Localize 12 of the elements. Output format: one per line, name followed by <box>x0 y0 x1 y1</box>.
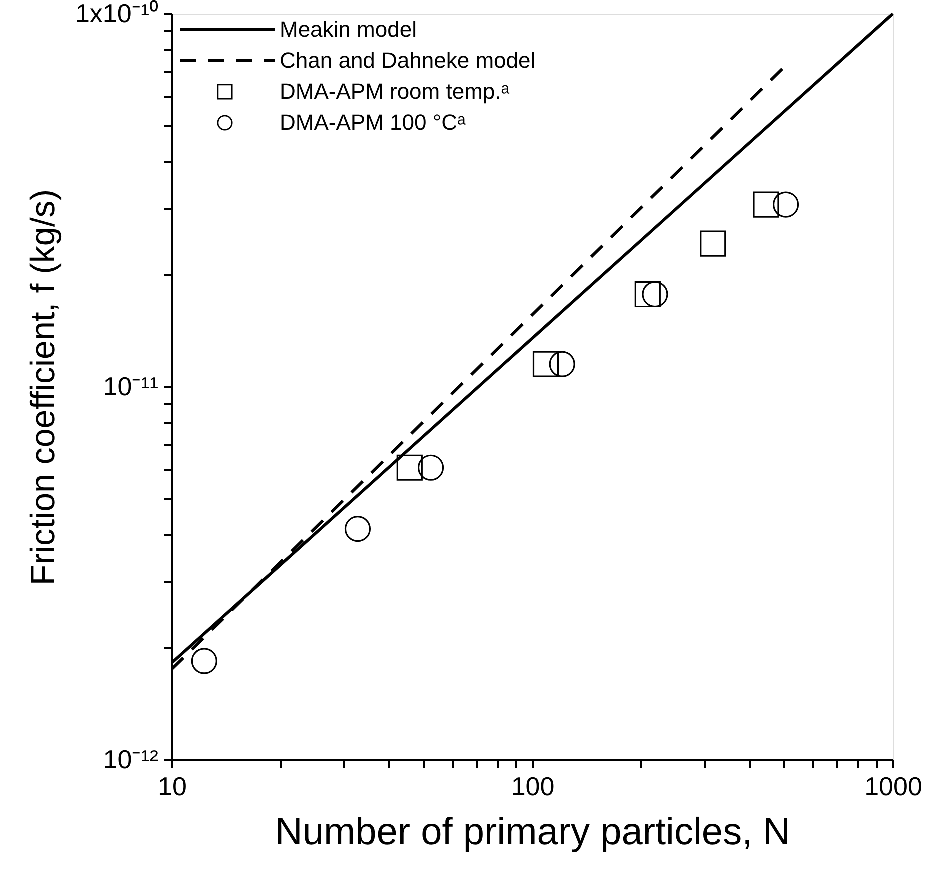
x-tick-label: 10 <box>158 772 187 802</box>
y-tick-label: 10⁻¹¹ <box>103 372 159 402</box>
y-axis-title: Friction coefficient, f (kg/s) <box>24 189 62 586</box>
legend-label: DMA-APM 100 °Cᵃ <box>280 110 467 135</box>
x-tick-label: 100 <box>511 772 555 802</box>
x-axis-title: Number of primary particles, N <box>275 812 791 854</box>
y-tick-label: 10⁻¹² <box>103 744 159 774</box>
x-tick-label: 1000 <box>864 772 922 802</box>
legend-label: Meakin model <box>280 17 417 42</box>
legend-label: Chan and Dahneke model <box>280 48 536 73</box>
legend-label: DMA-APM room temp.ᵃ <box>280 79 510 104</box>
y-tick-label: 1x10⁻¹⁰ <box>75 0 158 28</box>
